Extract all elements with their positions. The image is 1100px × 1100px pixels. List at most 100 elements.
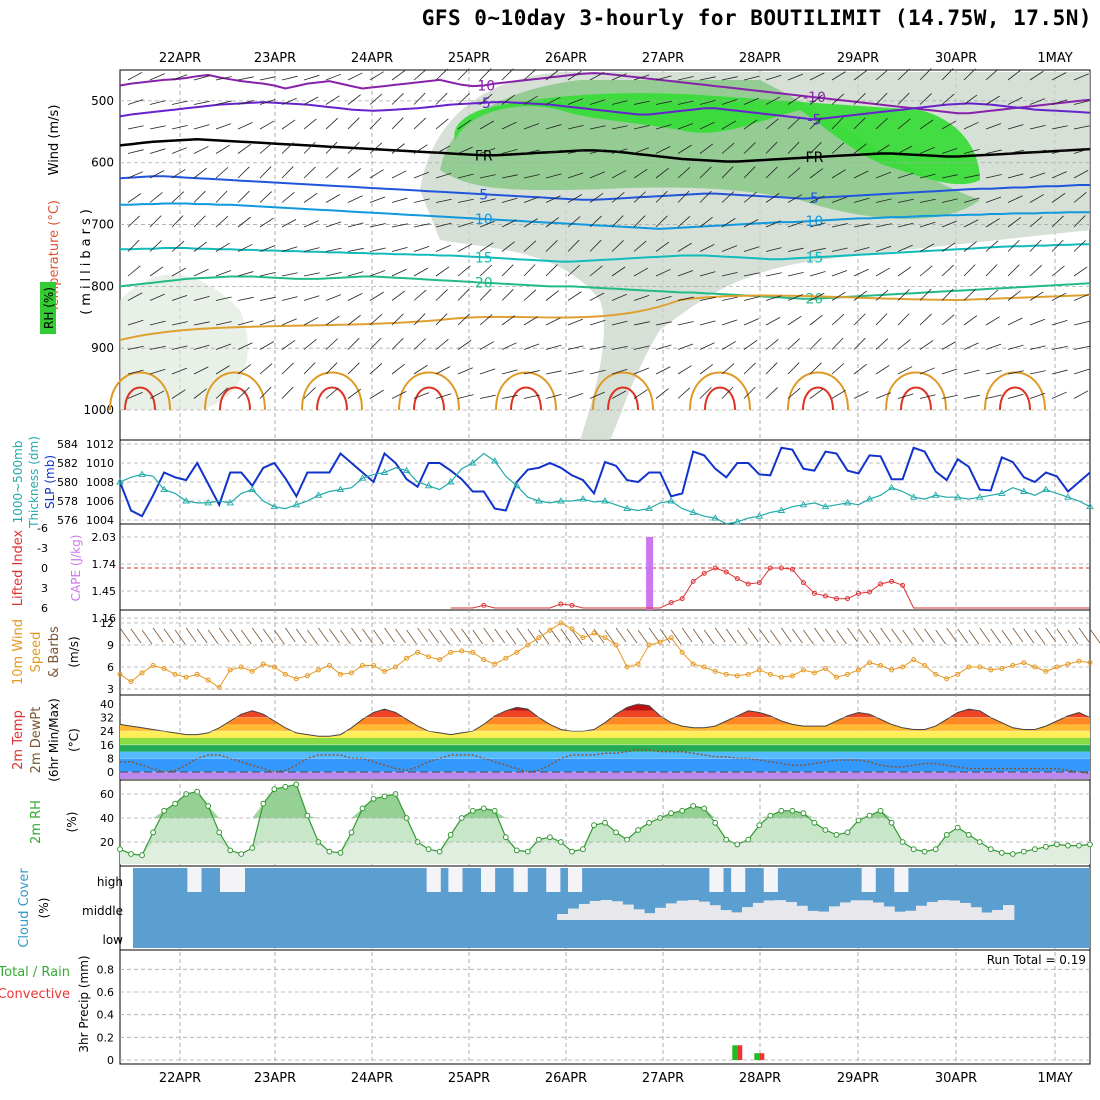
wind-barb — [303, 220, 319, 228]
wind-barb — [545, 149, 562, 154]
wind-barb — [369, 71, 384, 81]
wind-barb — [721, 245, 738, 252]
temp-band — [120, 744, 1090, 752]
wind-barb — [567, 70, 582, 81]
wind-barb — [677, 144, 692, 154]
warm-contour — [301, 371, 363, 411]
date-label-top: 22APR — [159, 51, 201, 66]
wind-barb — [1051, 192, 1066, 203]
wind-barb — [699, 190, 712, 203]
wind-barb — [435, 118, 449, 130]
lifted-index-marker — [822, 593, 828, 599]
wind-speed-marker — [172, 671, 178, 677]
rh-marker — [866, 812, 873, 819]
isotherm-label: -5 — [807, 112, 821, 128]
wind-barb — [831, 223, 848, 228]
wind-barb — [479, 93, 493, 105]
surface-wind-barb — [747, 627, 759, 643]
cape-bar — [646, 537, 654, 610]
wind-barb — [171, 168, 186, 179]
wind-speed-marker — [845, 671, 850, 677]
wind-barb — [501, 197, 518, 203]
wind-speed-marker — [492, 661, 498, 667]
rh-marker — [888, 819, 895, 826]
wind-barb — [831, 196, 848, 203]
wind-barb — [1051, 391, 1067, 399]
wind-barb — [391, 337, 404, 350]
rh-marker — [1087, 841, 1093, 848]
surface-wind-barb — [406, 629, 417, 645]
wind-barb — [919, 340, 934, 350]
wind-speed-marker — [216, 685, 222, 691]
wind-barb — [633, 367, 650, 375]
wind-barb — [413, 289, 427, 301]
wind-speed-marker — [944, 676, 950, 682]
wind-barb — [743, 142, 756, 154]
wind-barb — [237, 166, 250, 179]
rh-marker — [910, 846, 917, 853]
surface-wind-barb — [218, 627, 230, 643]
wind-barb — [391, 290, 406, 301]
rh-marker — [447, 831, 454, 838]
surface-wind-barb — [417, 627, 428, 643]
wind-barb — [875, 171, 892, 179]
wind-barb — [479, 220, 496, 228]
rh-marker — [833, 831, 840, 838]
thickness-tick-label: 584 — [57, 438, 78, 451]
wind-barb — [237, 216, 251, 228]
wind-barb — [853, 223, 870, 228]
wind-barb — [501, 342, 517, 350]
wind-barb — [699, 364, 714, 375]
date-label-bottom: 24APR — [351, 1071, 393, 1086]
surface-wind-barb — [935, 629, 947, 645]
wind-barb — [1007, 217, 1022, 228]
rh-marker — [304, 812, 311, 819]
wind-barb — [127, 125, 144, 130]
wind-barb — [1073, 293, 1089, 301]
wind-barb — [1051, 319, 1068, 326]
wind-barb — [985, 123, 1002, 130]
hot-contour — [510, 386, 542, 411]
middle-cloud-cell — [752, 902, 765, 920]
wind-barb — [303, 247, 320, 252]
wind-barb — [479, 341, 495, 350]
wind-barb — [303, 74, 320, 81]
wind-barb — [149, 125, 166, 130]
thickness-marker — [314, 491, 323, 498]
wind-barb — [391, 117, 404, 130]
wind-barb — [919, 221, 936, 228]
wind-barb — [853, 290, 868, 301]
wind-barb — [765, 362, 778, 375]
thickness-marker — [226, 499, 235, 506]
middle-cloud-cell — [622, 904, 634, 920]
wind-barb — [281, 97, 297, 105]
wind-barb — [281, 192, 295, 203]
high-cloud-cell — [230, 868, 246, 892]
rh-marker — [425, 846, 432, 853]
thickness-marker — [513, 481, 521, 489]
wind-barb — [435, 313, 448, 326]
wind-barb — [699, 121, 715, 130]
wind-barb — [479, 147, 496, 154]
wind-barb — [941, 341, 957, 350]
wind-barb — [677, 270, 694, 277]
wind-barb — [941, 198, 958, 203]
wind-barb — [193, 215, 206, 228]
middle-cloud-cell — [883, 906, 895, 920]
middle-cloud-cell — [829, 906, 841, 920]
rh-marker — [150, 829, 156, 836]
wind-barb — [281, 272, 298, 277]
rh-marker — [591, 822, 597, 829]
date-label-bottom: 28APR — [739, 1071, 781, 1086]
wind-barb — [325, 141, 338, 154]
wind-barb — [897, 172, 914, 179]
lifted-index-tick-label: -6 — [37, 522, 48, 535]
wind-barb — [743, 119, 758, 130]
wind-barb — [611, 192, 625, 203]
cape-tick-label: 1.16 — [92, 612, 117, 625]
wind-barb — [699, 216, 713, 228]
wind-barb — [325, 247, 342, 252]
middle-cloud-cell — [970, 907, 982, 920]
wind-barb — [435, 198, 452, 203]
temp-axis-label-a: 2m Temp — [11, 710, 26, 770]
